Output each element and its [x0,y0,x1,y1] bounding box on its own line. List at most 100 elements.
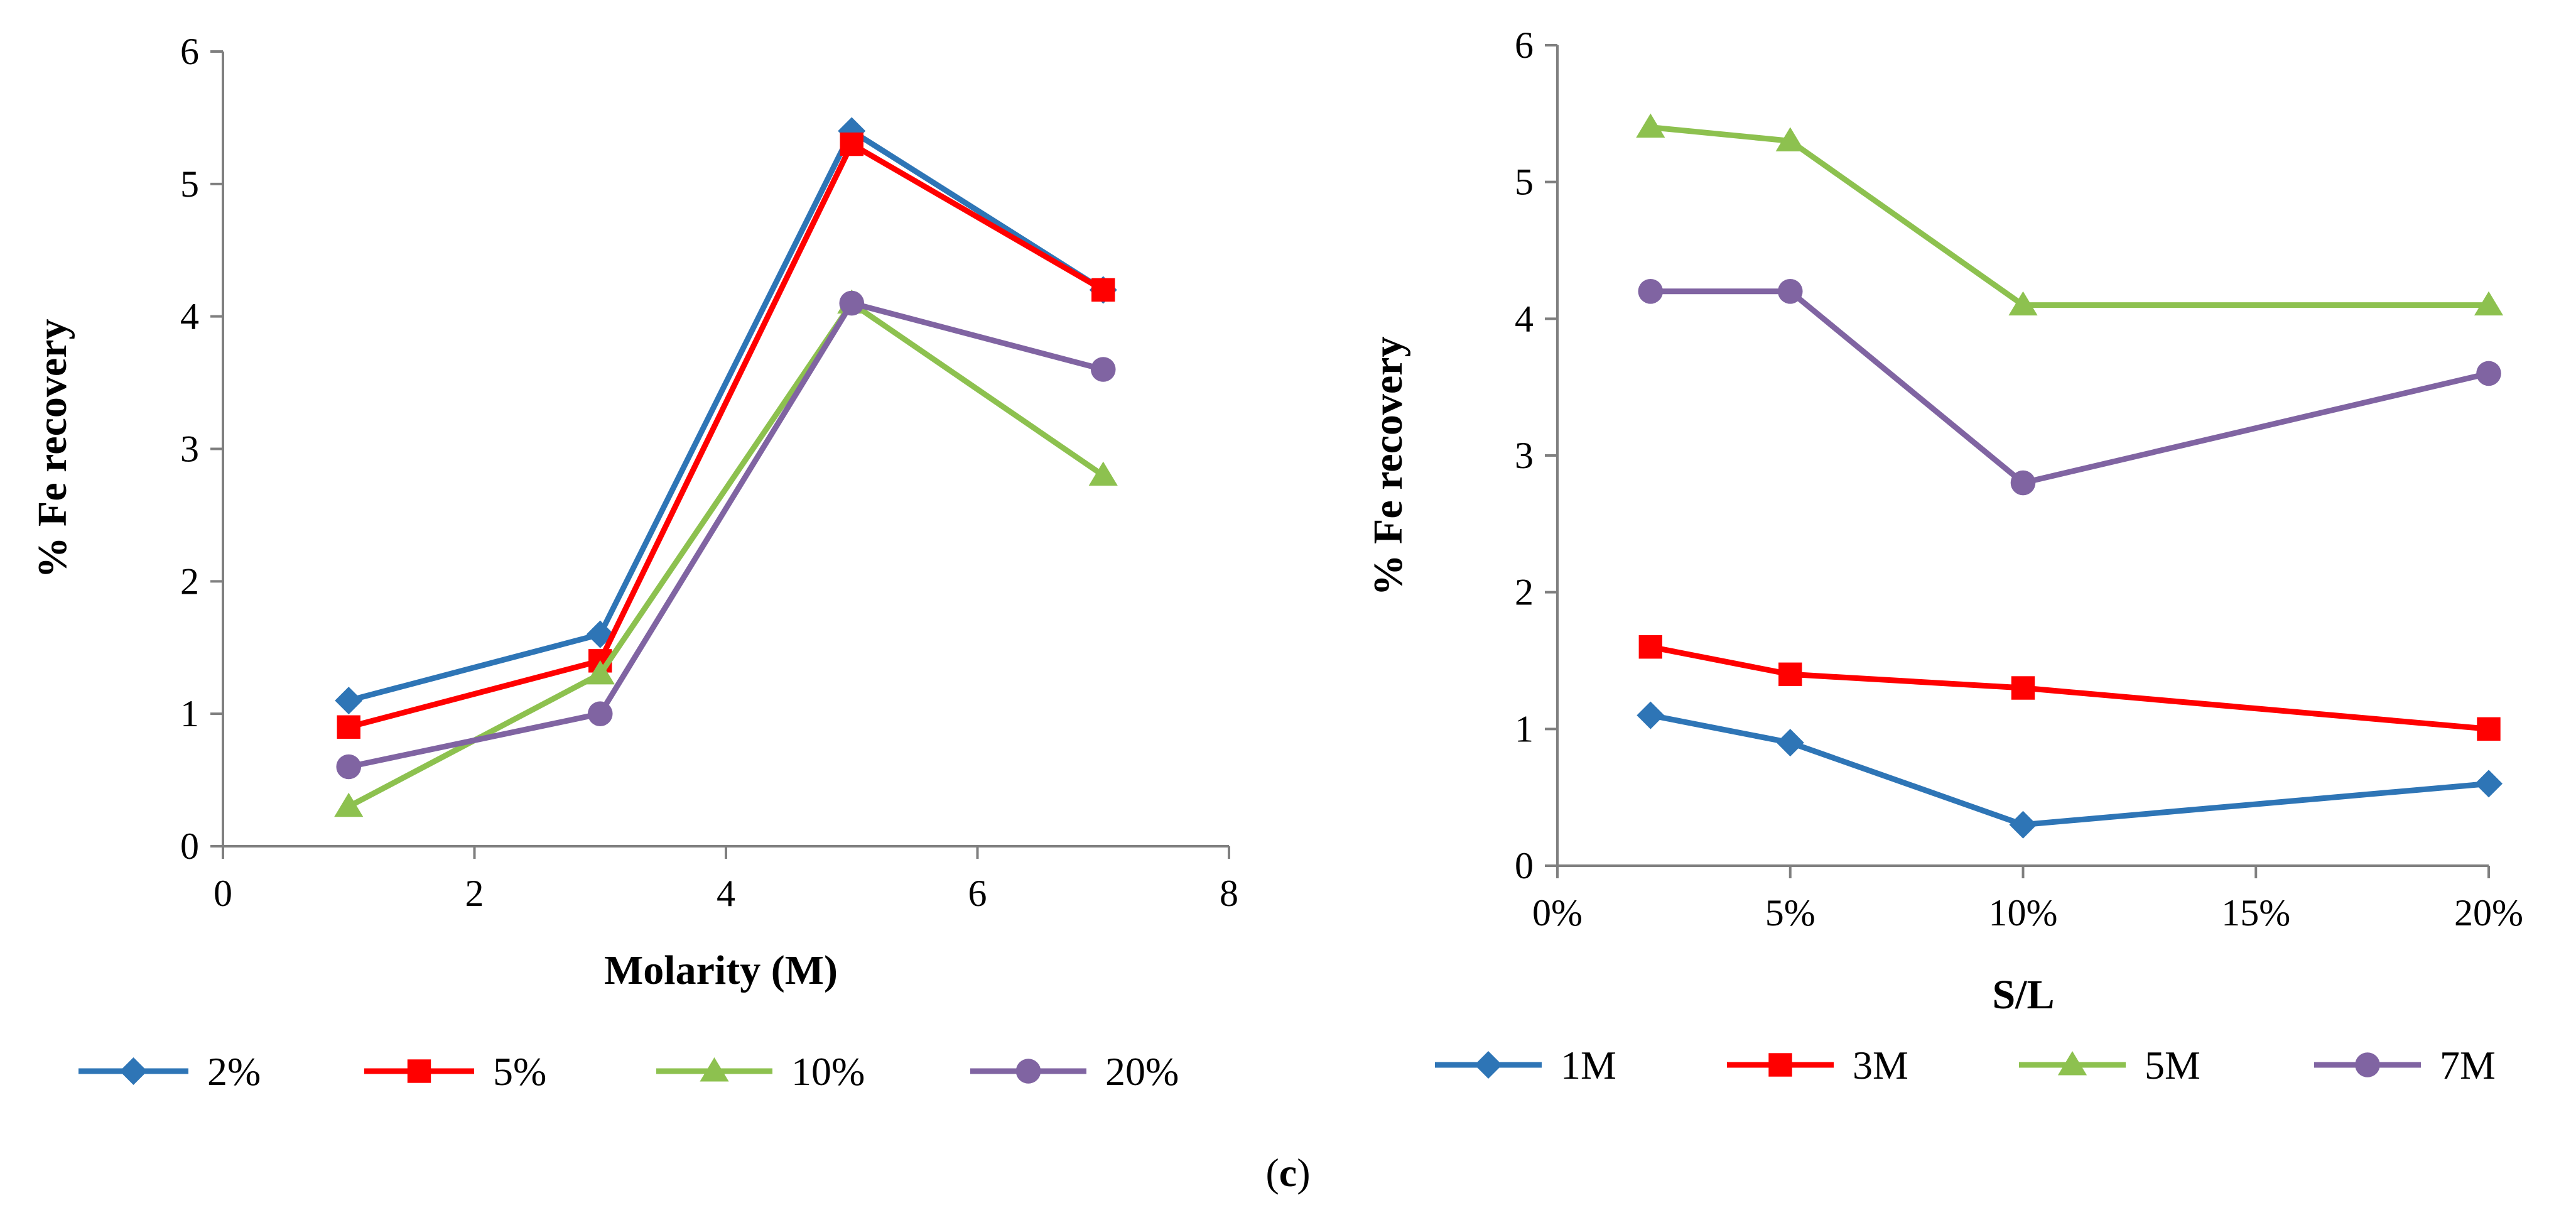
left-series-4 [336,290,1116,780]
left-data-point [1091,278,1115,302]
right-y-tick-label: 0 [1515,845,1534,886]
right-y-tick-label: 2 [1515,572,1534,613]
left-legend-item: 20% [970,1049,1179,1094]
right-data-point [2009,810,2037,839]
left-legend-label: 2% [207,1049,261,1094]
right-series-line [1650,288,2490,486]
chart-right-x-axis-title: S/L [1992,972,2054,1018]
right-data-point [2011,676,2035,700]
right-legend-marker [2355,1052,2380,1077]
right-data-point [2008,291,2038,316]
chart-right-y-ticks: 0 1 2 3 4 5 6 [1515,25,1557,886]
caption-label: c [1279,1150,1297,1195]
left-legend-label: 10% [791,1049,865,1094]
right-data-point [1775,127,1805,151]
right-legend-marker [1768,1053,1792,1077]
right-data-point [1778,662,1802,686]
left-y-tick-label: 6 [180,31,199,72]
left-legend-marker [700,1057,729,1082]
right-data-point [2477,717,2501,741]
left-series-1 [335,117,1117,715]
chart-left-legend: 2% 5% 10% 20% [78,1049,1179,1094]
right-x-tick-label: 0% [1532,892,1583,934]
caption-close-paren: ) [1297,1150,1310,1195]
left-data-point [585,660,615,685]
right-series-4 [1638,279,2501,496]
chart-left-x-ticks: 0 2 4 6 8 [214,846,1238,914]
right-data-point [1777,279,1803,304]
chart-right-series [1636,113,2504,839]
right-legend-marker [1475,1051,1502,1079]
left-series-3 [334,289,1118,817]
right-data-point [1638,635,1662,659]
left-data-point [335,687,363,715]
right-legend-marker [2057,1051,2087,1076]
left-data-point [840,132,863,156]
right-legend-label: 3M [1853,1043,1908,1087]
left-data-point [839,290,865,316]
right-data-point [1636,113,1665,138]
left-x-tick-label: 2 [465,873,484,914]
right-x-tick-label: 5% [1765,892,1816,934]
right-legend-item: 3M [1727,1043,1908,1087]
right-y-tick-label: 5 [1515,161,1534,203]
left-y-tick-label: 2 [180,560,199,602]
right-legend-label: 1M [1561,1043,1616,1087]
left-legend-item: 5% [364,1049,546,1094]
chart-left-x-axis-title: Molarity (M) [604,947,838,993]
right-y-tick-label: 1 [1515,708,1534,749]
right-x-tick-label: 20% [2454,892,2523,934]
right-data-point [2475,770,2503,798]
left-legend-item: 10% [656,1049,865,1094]
left-data-point [337,715,360,739]
right-series-1 [1637,701,2503,839]
left-legend-marker [407,1059,431,1083]
left-y-tick-label: 1 [180,693,199,734]
right-data-point [1638,279,1664,304]
right-data-point [1637,701,1665,729]
chart-right-legend: 1M 3M 5M 7M [1435,1043,2496,1087]
chart-left-y-axis-title: % Fe recovery [30,319,75,579]
left-data-point [336,754,362,780]
right-x-tick-label: 10% [1989,892,2058,934]
right-series-2 [1638,635,2501,741]
left-legend-marker [119,1057,148,1085]
left-x-tick-label: 4 [717,873,735,914]
left-series-line [348,128,1105,704]
right-series-line [1650,644,2489,732]
left-data-point [587,701,613,726]
left-data-point [1090,357,1116,382]
left-series-line [348,300,1104,770]
left-legend-item: 2% [78,1049,261,1094]
left-y-tick-label: 4 [180,296,199,337]
right-data-point [2010,470,2036,496]
left-legend-label: 20% [1105,1049,1179,1094]
right-data-point [2474,291,2504,316]
right-legend-label: 7M [2440,1043,2496,1087]
chart-left-y-ticks: 0 1 2 3 4 5 6 [180,31,223,867]
chart-left: 0 1 2 3 4 5 6 0 2 4 6 8 % Fe recovery Molarity (M)… [30,31,1238,1094]
right-y-tick-label: 6 [1515,25,1534,66]
left-series-line [348,141,1105,730]
left-x-tick-label: 0 [214,873,232,914]
left-legend-marker [1015,1059,1041,1084]
right-data-point [1776,729,1804,757]
right-series-line [1650,712,2489,828]
left-y-tick-label: 3 [180,428,199,470]
right-y-tick-label: 3 [1515,435,1534,476]
left-legend-label: 5% [493,1049,546,1094]
right-data-point [2476,361,2501,386]
right-series-line [1650,124,2489,308]
left-data-point [334,792,364,817]
figure-caption: (c) [1265,1150,1310,1195]
left-x-tick-label: 6 [968,873,987,914]
chart-left-series [334,117,1118,817]
chart-right-y-axis-title: % Fe recovery [1365,337,1411,596]
left-data-point [1088,461,1118,486]
right-legend-label: 5M [2145,1043,2200,1087]
right-series-3 [1636,113,2504,316]
right-y-tick-label: 4 [1515,298,1534,339]
left-y-tick-label: 5 [180,163,199,205]
